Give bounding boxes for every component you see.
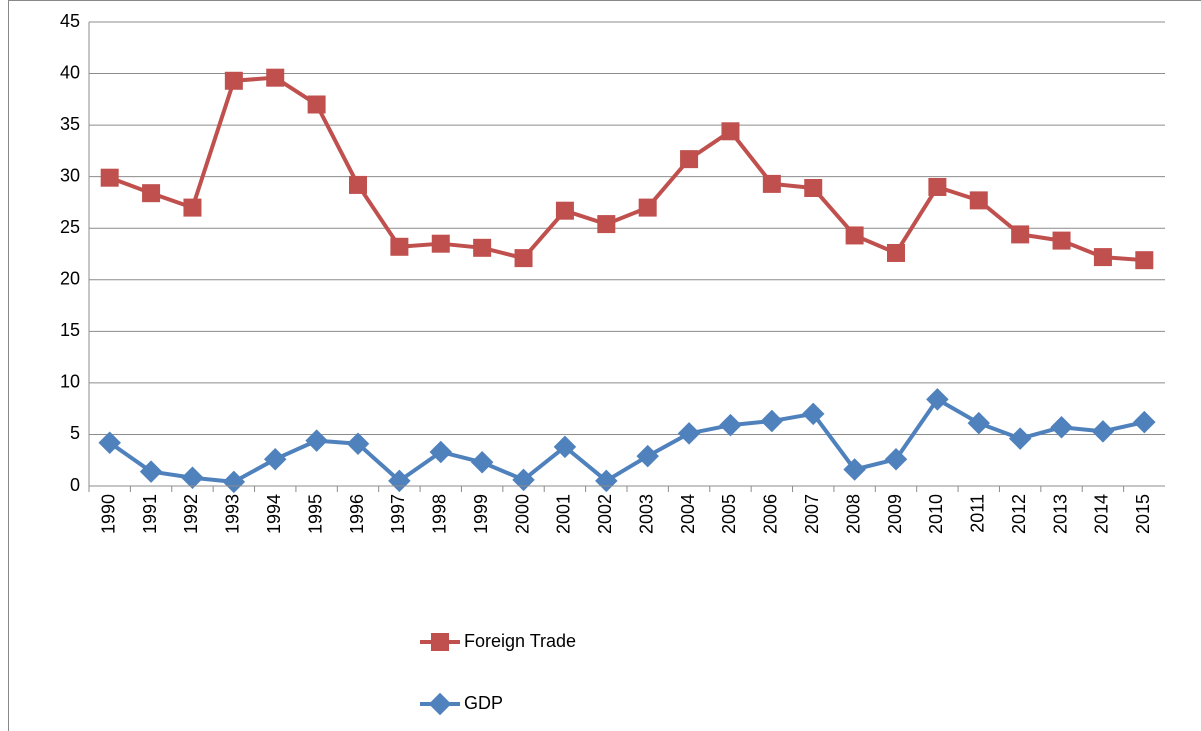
marker [677,422,701,445]
marker [801,402,825,426]
marker [1011,225,1030,244]
marker [139,460,163,483]
marker [1008,427,1032,450]
x-tick-label: 1993 [223,494,243,534]
x-tick-label: 1996 [347,494,367,534]
y-tick-label: 45 [60,11,80,31]
marker [473,238,492,257]
marker [760,409,784,433]
marker [1050,415,1073,439]
y-tick-label: 25 [60,217,80,237]
y-tick-label: 30 [60,165,80,185]
x-tick-label: 2012 [1009,494,1029,534]
marker [967,411,991,435]
x-tick-label: 1990 [98,494,118,534]
marker [597,215,616,234]
legend-marker [428,692,452,716]
x-tick-label: 2014 [1092,494,1112,534]
marker [884,447,908,471]
marker [349,175,367,194]
marker [222,470,246,494]
x-tick-label: 1998 [430,494,450,534]
legend-label: Foreign Trade [464,631,576,651]
marker [804,179,823,198]
marker [636,444,659,468]
marker [928,177,947,196]
marker [762,174,781,193]
y-tick-label: 10 [60,372,80,392]
marker [1135,251,1154,270]
marker [638,198,657,217]
x-tick-label: 2008 [843,494,863,534]
y-tick-label: 15 [60,320,80,340]
marker [721,122,740,141]
x-tick-label: 1997 [388,494,408,534]
marker [98,431,121,454]
y-tick-label: 0 [70,475,80,495]
x-tick-label: 2006 [761,494,781,534]
marker [887,243,905,262]
series-line [108,397,1145,484]
marker [263,447,287,471]
x-tick-label: 1994 [264,494,284,534]
marker [305,429,328,452]
x-tick-label: 2009 [885,494,905,534]
marker [431,234,450,253]
x-tick-label: 2007 [802,494,822,534]
marker [429,440,453,464]
marker [845,226,864,245]
x-tick-label: 2003 [636,494,656,534]
x-tick-label: 1991 [140,494,160,534]
x-tick-label: 2000 [512,494,532,534]
x-tick-label: 2011 [968,494,988,533]
marker [346,432,370,455]
x-tick-label: 2015 [1133,494,1153,534]
x-tick-label: 1999 [471,494,491,534]
marker [470,451,494,474]
y-tick-label: 20 [60,269,80,289]
marker [307,95,326,114]
series-line [108,75,1145,263]
x-tick-label: 2010 [926,494,946,534]
y-tick-label: 5 [70,423,80,443]
marker [555,201,574,220]
x-tick-label: 1995 [305,494,325,534]
marker [719,413,742,437]
marker [512,468,535,492]
marker [224,71,243,90]
chart-border [8,0,1201,731]
x-tick-label: 2002 [595,494,615,534]
x-tick-label: 2004 [678,494,698,534]
marker [843,458,866,481]
x-tick-label: 2005 [719,494,739,534]
marker [100,168,119,187]
marker [266,68,285,87]
marker [390,237,409,256]
marker [514,249,533,268]
marker [969,191,988,210]
legend-label: GDP [464,693,503,713]
marker [181,466,204,490]
marker [1052,231,1071,250]
marker [1091,420,1115,443]
marker [680,150,699,169]
marker [142,184,161,203]
x-tick-label: 1992 [181,494,201,534]
marker [183,198,202,217]
y-tick-label: 35 [60,114,80,134]
marker [1093,248,1112,267]
marker [926,388,949,411]
marker [1133,410,1156,434]
x-tick-label: 2001 [554,494,574,534]
legend-marker [431,633,449,651]
x-tick-label: 2013 [1050,494,1070,534]
y-tick-label: 40 [60,62,80,82]
marker [553,435,577,459]
